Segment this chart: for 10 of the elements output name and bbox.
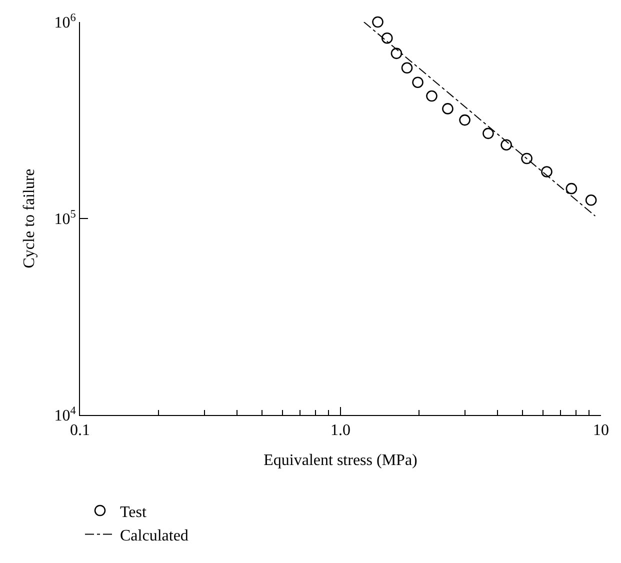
y-tick-label: 10$^{6}$: [54, 12, 76, 32]
legend-label: Calculated: [120, 528, 188, 545]
x-tick-label: 0.1: [70, 422, 90, 440]
y-tick-label: 10$^{5}$: [54, 208, 76, 228]
x-axis-title: Equivalent stress (MPa): [264, 452, 418, 469]
y-tick-label: 10$^{4}$: [54, 404, 76, 425]
x-tick-label: 10: [593, 422, 609, 440]
y-axis-title: Cycle to failure: [21, 168, 38, 268]
x-tick-label: 1.0: [330, 422, 350, 440]
legend-label: Test: [120, 504, 147, 521]
